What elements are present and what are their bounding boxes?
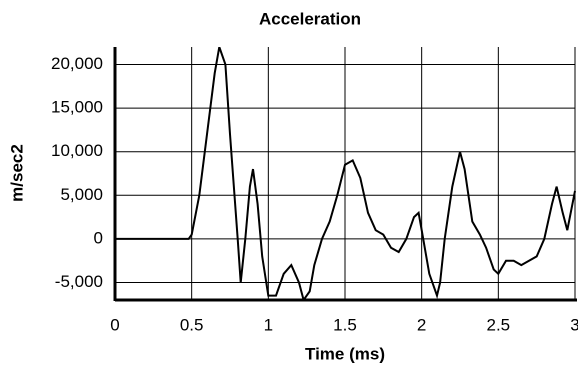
x-tick-label: 0.5 (180, 315, 204, 334)
x-axis-label: Time (ms) (305, 344, 385, 363)
y-tick-label: 15,000 (51, 98, 103, 117)
x-tick-label: 1.5 (333, 315, 357, 334)
x-tick-label: 0 (110, 315, 119, 334)
y-tick-label: -5,000 (55, 272, 103, 291)
data-line (115, 47, 576, 300)
x-tick-label: 1 (264, 315, 273, 334)
x-tick-label: 3 (570, 315, 578, 334)
y-tick-label: 0 (94, 228, 103, 247)
x-tick-label: 2.5 (487, 315, 511, 334)
y-tick-label: 20,000 (51, 54, 103, 73)
y-axis-label: m/sec2 (7, 144, 26, 202)
chart-title: Acceleration (259, 9, 361, 28)
y-tick-label: 10,000 (51, 141, 103, 160)
x-tick-label: 2 (417, 315, 426, 334)
y-tick-label: 5,000 (60, 185, 103, 204)
